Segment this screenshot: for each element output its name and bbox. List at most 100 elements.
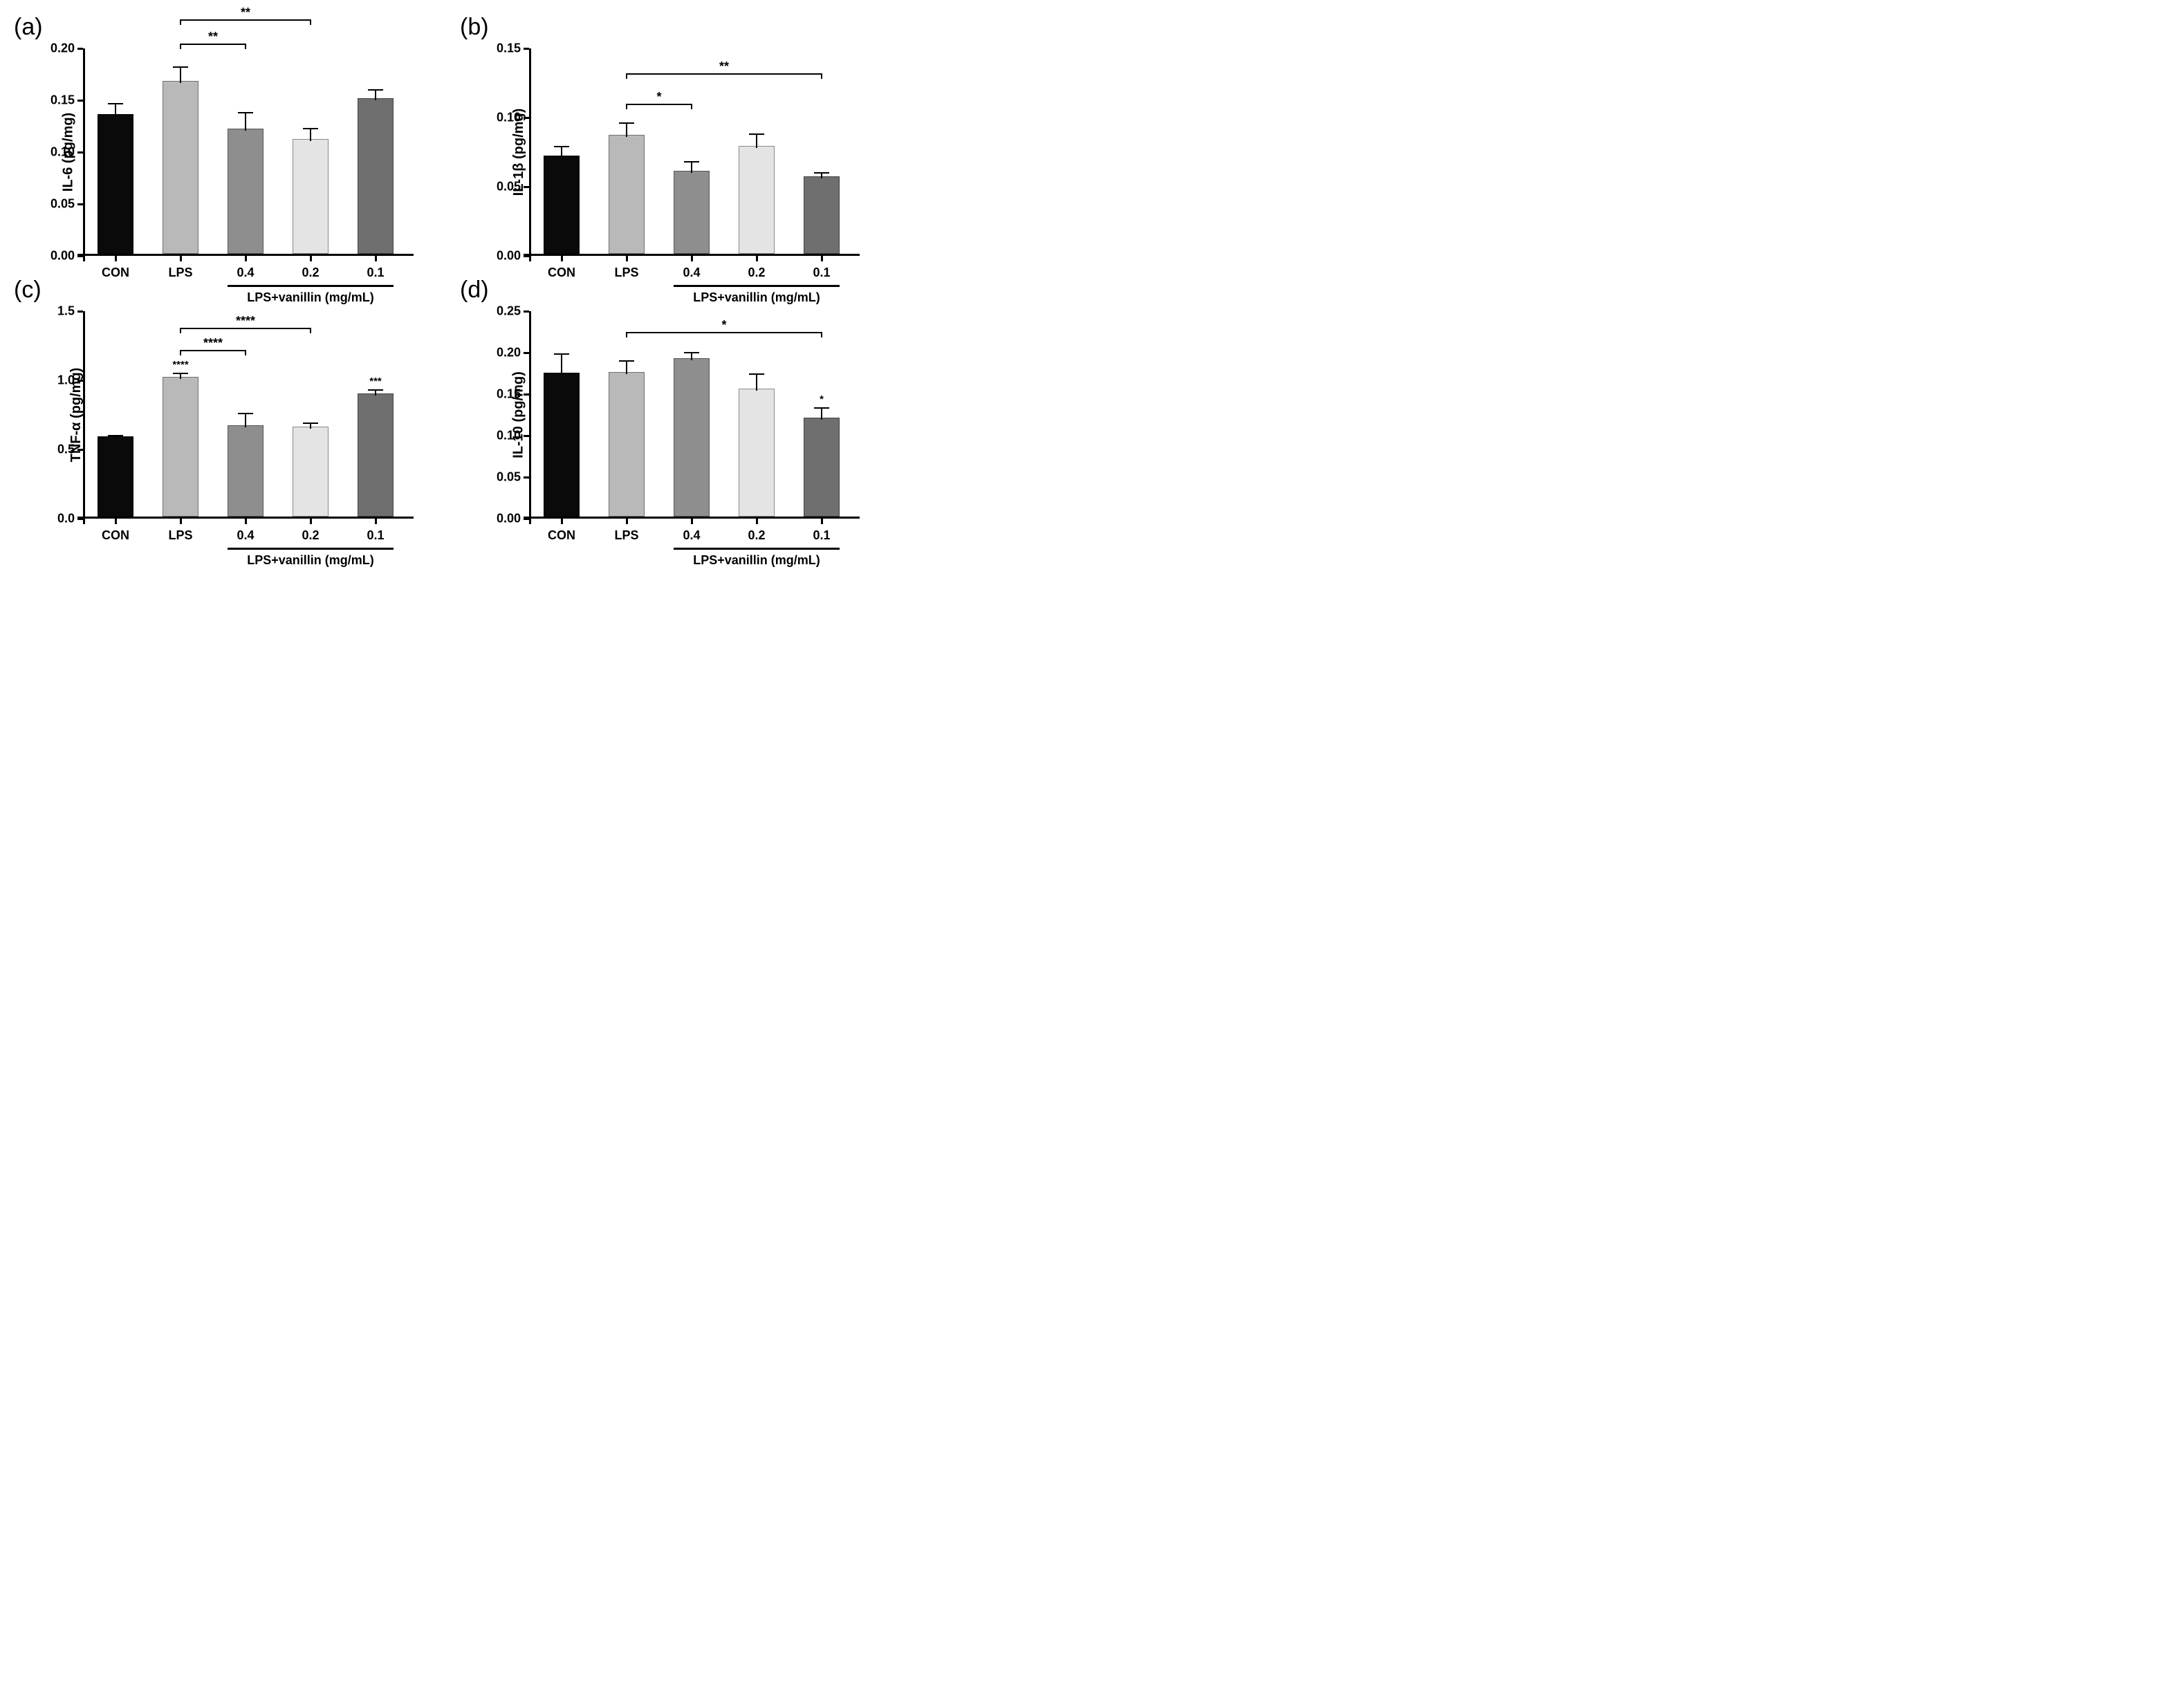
- panel-b: (b)IL-1β (pg/mg)0.000.050.100.15CONLPS0.…: [467, 21, 878, 256]
- significance-label: *: [721, 318, 726, 333]
- error-bar: [626, 123, 627, 137]
- significance-bracket-drop: [180, 328, 181, 333]
- x-tick: [626, 519, 628, 524]
- error-bar: [691, 353, 692, 360]
- significance-bracket-drop: [310, 328, 311, 333]
- y-tick: [77, 48, 83, 50]
- panel-tag: (c): [14, 277, 41, 304]
- x-tick-label: LPS: [614, 528, 638, 543]
- x-tick: [115, 256, 117, 261]
- y-tick: [524, 255, 529, 257]
- error-cap: [303, 128, 318, 129]
- y-tick: [77, 518, 83, 520]
- significance-bracket-drop: [310, 19, 311, 25]
- error-cap: [108, 435, 123, 436]
- chart-bar: [163, 377, 198, 517]
- chart-frame: IL-1β (pg/mg)0.000.050.100.15CONLPS0.40.…: [529, 48, 854, 256]
- y-tick: [77, 380, 83, 382]
- chart-bar: [544, 373, 580, 517]
- x-tick: [310, 256, 312, 261]
- y-tick: [77, 310, 83, 313]
- error-cap: [238, 112, 253, 113]
- y-tick-label: 0.00: [497, 249, 521, 263]
- y-tick: [524, 352, 529, 354]
- x-tick: [115, 519, 117, 524]
- error-cap: [554, 353, 569, 355]
- significance-label: **: [719, 59, 729, 74]
- error-bar: [115, 104, 116, 116]
- x-tick-label: 0.1: [813, 266, 830, 280]
- chart-bar: [293, 139, 329, 254]
- x-tick: [561, 256, 563, 261]
- error-bar: [310, 423, 311, 429]
- error-bar: [756, 374, 757, 391]
- y-tick: [77, 255, 83, 257]
- y-axis: [529, 48, 531, 261]
- chart-bar: [293, 427, 329, 517]
- y-tick-label: 0.20: [50, 41, 75, 56]
- x-tick-label: LPS: [168, 266, 192, 280]
- y-tick-label: 0.05: [497, 470, 521, 485]
- error-cap: [173, 66, 188, 68]
- y-tick-label: 0.10: [497, 111, 521, 125]
- y-tick: [77, 449, 83, 451]
- significance-bracket-drop: [626, 332, 627, 337]
- significance-bracket-drop: [821, 73, 822, 79]
- significance-bracket-drop: [180, 350, 181, 355]
- error-bar: [180, 67, 181, 83]
- error-cap: [173, 373, 188, 374]
- significance-label: ****: [236, 314, 255, 328]
- panel-d: (d)IL-10 (pg/mg)0.000.050.100.150.200.25…: [467, 284, 878, 519]
- significance-label: ****: [172, 359, 188, 371]
- x-tick: [756, 519, 758, 524]
- chart-frame: IL-6 (pg/mg)0.000.050.100.150.20CONLPS0.…: [83, 48, 408, 256]
- error-bar: [180, 373, 181, 379]
- x-tick-label: 0.1: [813, 528, 830, 543]
- chart-bar: [739, 146, 775, 254]
- significance-label: ***: [369, 375, 382, 387]
- y-tick-label: 0.10: [50, 145, 75, 160]
- y-tick-label: 0.25: [497, 304, 521, 319]
- x-tick-label: CON: [548, 528, 575, 543]
- panel-a: (a)IL-6 (pg/mg)0.000.050.100.150.20CONLP…: [21, 21, 432, 256]
- x-tick-label: 0.1: [367, 266, 384, 280]
- y-tick-label: 0.05: [497, 180, 521, 194]
- y-axis: [529, 311, 531, 524]
- significance-bracket-drop: [245, 350, 246, 355]
- y-axis: [83, 48, 85, 261]
- x-tick-label: 0.4: [683, 528, 700, 543]
- significance-bracket-drop: [691, 104, 692, 109]
- sub-axis-label: LPS+vanillin (mg/mL): [247, 553, 374, 568]
- y-tick-label: 0.00: [50, 249, 75, 263]
- y-tick: [524, 310, 529, 313]
- panel-tag: (d): [460, 277, 489, 304]
- x-tick: [180, 256, 182, 261]
- x-tick: [245, 519, 247, 524]
- error-bar: [691, 162, 692, 173]
- significance-bracket-drop: [626, 104, 627, 109]
- x-tick: [561, 519, 563, 524]
- sub-axis-line: [228, 548, 394, 550]
- y-tick-label: 0.0: [57, 512, 75, 526]
- chart-bar: [674, 358, 710, 517]
- x-tick-label: LPS: [614, 266, 638, 280]
- error-cap: [684, 352, 699, 353]
- y-tick-label: 0.10: [497, 429, 521, 443]
- significance-bracket-drop: [180, 19, 181, 25]
- significance-label: **: [241, 6, 250, 20]
- error-bar: [245, 414, 246, 427]
- y-tick-label: 0.15: [497, 387, 521, 402]
- x-tick-label: 0.4: [237, 528, 254, 543]
- x-tick: [310, 519, 312, 524]
- y-tick: [524, 48, 529, 50]
- chart-bar: [674, 171, 710, 254]
- x-tick: [626, 256, 628, 261]
- chart-bar: [358, 98, 394, 254]
- y-tick: [524, 476, 529, 479]
- y-tick: [77, 100, 83, 102]
- chart-frame: IL-10 (pg/mg)0.000.050.100.150.200.25CON…: [529, 311, 854, 519]
- chart-bar: [609, 135, 645, 254]
- panel-tag: (a): [14, 14, 43, 41]
- chart-frame: TNF-α (pg/mg)0.00.51.01.5CON****LPS0.40.…: [83, 311, 408, 519]
- y-tick: [524, 518, 529, 520]
